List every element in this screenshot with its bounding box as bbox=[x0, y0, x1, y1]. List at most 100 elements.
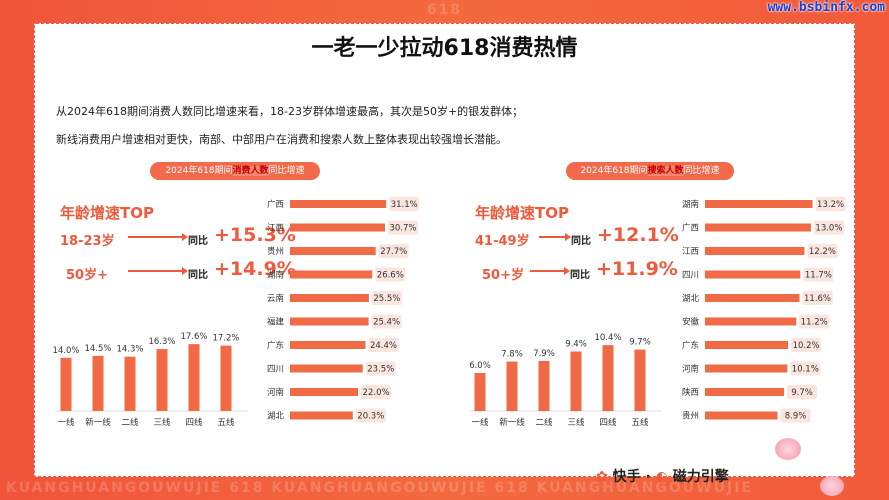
tick-label: 湖南 bbox=[682, 199, 699, 210]
kuaishou-logo-icon: ✿ bbox=[596, 469, 608, 485]
bar bbox=[290, 294, 369, 302]
right-age-value-1: +12.1% bbox=[597, 224, 679, 246]
right-age-row-2: 50+岁 同比 +11.9% bbox=[482, 258, 682, 283]
bar bbox=[705, 223, 811, 232]
data-label: 11.2% bbox=[801, 318, 828, 328]
bar bbox=[290, 223, 385, 232]
tick-label: 五线 bbox=[631, 417, 649, 428]
data-label-bg bbox=[815, 197, 846, 211]
data-label: 16.3% bbox=[148, 337, 175, 347]
tick-label: 江西 bbox=[682, 247, 699, 257]
tick-label: 新一线 bbox=[85, 417, 111, 428]
data-label-bg bbox=[378, 244, 409, 258]
bar bbox=[634, 349, 646, 411]
tick-label: 三线 bbox=[567, 417, 585, 428]
bar bbox=[156, 349, 168, 411]
tick-label: 三线 bbox=[153, 417, 171, 428]
left-age-row-2: 50岁+ 同比 +14.9% bbox=[66, 258, 296, 283]
data-label-bg bbox=[791, 338, 822, 352]
data-label: 26.6% bbox=[377, 271, 404, 281]
tick-label: 四线 bbox=[185, 417, 203, 428]
footer-separator: · bbox=[645, 469, 651, 485]
right-pill-highlight: 搜索人数 bbox=[647, 166, 684, 176]
data-label: 9.7% bbox=[791, 388, 813, 398]
flower-decoration-icon bbox=[775, 438, 801, 460]
data-label: 11.6% bbox=[804, 294, 831, 304]
data-label-bg bbox=[813, 220, 844, 235]
tick-label: 四川 bbox=[267, 365, 284, 375]
bar bbox=[290, 364, 363, 373]
tick-label: 广西 bbox=[682, 223, 699, 234]
arrow-icon bbox=[128, 233, 188, 241]
left-age-row-1: 18-23岁 同比 +15.3% bbox=[60, 224, 296, 249]
right-pill-prefix: 2024年618期间 bbox=[580, 166, 648, 176]
right-age-value-2: +11.9% bbox=[596, 258, 678, 280]
bar bbox=[60, 357, 72, 411]
footer-logo: ✿ 快手 · ◐ 磁力引擎 bbox=[596, 466, 729, 486]
right-age-label-2: 50+岁 bbox=[482, 268, 524, 283]
data-label: 6.0% bbox=[469, 361, 491, 371]
right-pill-suffix: 同比增速 bbox=[683, 166, 720, 176]
data-label: 30.7% bbox=[389, 224, 416, 234]
tick-label: 四川 bbox=[682, 271, 699, 281]
left-pill-prefix: 2024年618期间 bbox=[165, 166, 233, 176]
left-panel-pill: 2024年618期间消费人数同比增速 bbox=[150, 162, 320, 180]
left-age-label-1: 18-23岁 bbox=[60, 234, 115, 249]
bar bbox=[290, 411, 353, 420]
cili-logo-icon: ◐ bbox=[655, 469, 668, 485]
right-age-yoy-2: 同比 bbox=[570, 270, 590, 281]
bar bbox=[290, 270, 373, 279]
left-age-label-2: 50岁+ bbox=[66, 268, 108, 283]
left-age-value-2: +14.9% bbox=[214, 258, 296, 280]
data-label: 11.7% bbox=[805, 271, 832, 281]
data-label: 27.7% bbox=[380, 247, 407, 257]
bar bbox=[220, 345, 232, 411]
left-age-value-1: +15.3% bbox=[214, 224, 296, 246]
bar bbox=[602, 345, 614, 411]
tick-label: 新一线 bbox=[499, 417, 525, 428]
bar bbox=[92, 355, 104, 411]
bar bbox=[705, 317, 797, 326]
data-label: 9.7% bbox=[629, 338, 651, 348]
left-pill-suffix: 同比增速 bbox=[268, 166, 305, 176]
data-label-bg bbox=[355, 408, 386, 423]
tick-label: 湖南 bbox=[267, 270, 284, 281]
left-pill-highlight: 消费人数 bbox=[232, 166, 269, 176]
tick-label: 四线 bbox=[599, 417, 617, 428]
data-label-bg bbox=[790, 361, 821, 376]
tick-label: 一线 bbox=[471, 417, 489, 428]
description-line-1: 从2024年618期间消费人数同比增速来看，18-23岁群体增速最高，其次是50… bbox=[56, 105, 524, 118]
data-label-bg bbox=[799, 314, 830, 329]
data-label: 25.4% bbox=[373, 318, 400, 328]
data-label: 7.9% bbox=[533, 349, 555, 359]
data-label: 25.5% bbox=[373, 294, 400, 304]
data-label: 22.0% bbox=[363, 388, 390, 398]
bar bbox=[705, 364, 788, 373]
footer-brand-1: 快手 bbox=[612, 469, 641, 485]
bar bbox=[188, 344, 200, 411]
page-title: 一老一少拉动618消费热情 bbox=[311, 36, 578, 61]
tick-label: 广东 bbox=[682, 340, 699, 351]
arrow-icon bbox=[539, 233, 571, 241]
tick-label: 江西 bbox=[267, 224, 284, 234]
data-label-bg bbox=[365, 361, 396, 376]
site-url-watermark: www.bsbinfx.com bbox=[767, 0, 885, 15]
tick-label: 云南 bbox=[267, 293, 284, 304]
watermark-top: 618 bbox=[426, 2, 463, 18]
data-label-bg bbox=[787, 385, 818, 399]
data-label: 9.4% bbox=[565, 339, 587, 349]
right-age-title: 年龄增速TOP bbox=[475, 204, 569, 222]
tick-label: 湖北 bbox=[267, 412, 285, 422]
tick-label: 广西 bbox=[267, 199, 284, 210]
tick-label: 贵州 bbox=[682, 411, 699, 422]
data-label-bg bbox=[389, 197, 420, 211]
right-age-label-1: 41-49岁 bbox=[475, 234, 530, 249]
data-label: 10.1% bbox=[792, 365, 819, 375]
bar bbox=[290, 317, 369, 326]
bar bbox=[290, 388, 359, 396]
data-label-bg bbox=[371, 314, 402, 329]
tick-label: 二线 bbox=[535, 417, 553, 428]
left-age-yoy-2: 同比 bbox=[188, 270, 208, 281]
tick-label: 二线 bbox=[121, 417, 139, 428]
